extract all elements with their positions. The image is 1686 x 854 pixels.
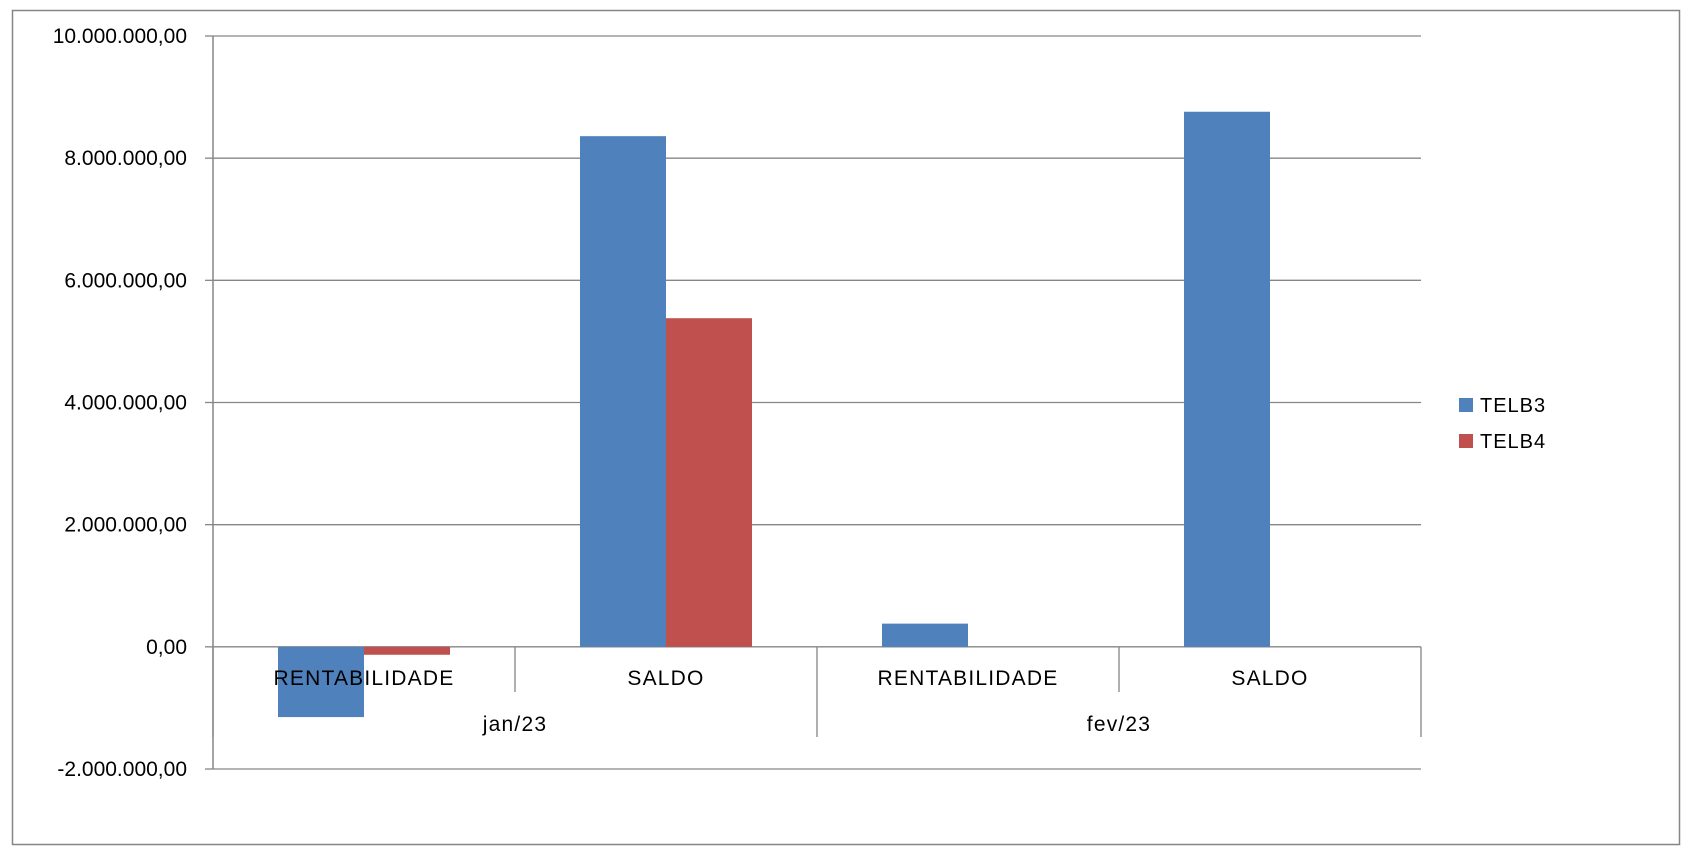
x-category-label: SALDO [1231,667,1308,690]
y-tick-label: 0,00 [146,636,187,659]
bars [278,111,1270,718]
bar-telb3-2 [882,623,968,647]
legend: TELB3 TELB4 [1459,395,1546,453]
y-axis-tick-labels: -2.000.000,00 0,00 2.000.000,00 4.000.000,0… [53,25,187,781]
y-tick-label: 8.000.000,00 [64,147,187,170]
bar-telb3-0 [278,646,364,718]
y-tick-label: 4.000.000,00 [64,392,187,415]
axes [205,35,1422,770]
y-tick-label: 6.000.000,00 [64,269,187,292]
x-category-label: RENTABILIDADE [878,667,1059,690]
bar-telb4-0 [364,646,450,655]
chart-border [11,9,1681,846]
x-category-label: RENTABILIDADE [274,667,455,690]
x-category-label: SALDO [627,667,704,690]
legend-label-telb4: TELB4 [1480,431,1546,453]
x-group-label: jan/23 [482,713,547,736]
bar-telb4-1 [666,318,752,647]
bar-telb3-3 [1184,111,1270,647]
y-tick-label: 10.000.000,00 [53,25,187,48]
y-tick-label: -2.000.000,00 [57,758,187,781]
legend-label-telb3: TELB3 [1480,395,1546,417]
bar-telb3-1 [580,136,666,647]
x-axis-labels: RENTABILIDADE SALDO RENTABILIDADE SALDO jan/… [274,667,1308,736]
legend-swatch-telb4 [1459,434,1473,448]
y-tick-label: 2.000.000,00 [64,514,187,537]
legend-swatch-telb3 [1459,398,1473,412]
x-group-label: fev/23 [1087,713,1151,736]
